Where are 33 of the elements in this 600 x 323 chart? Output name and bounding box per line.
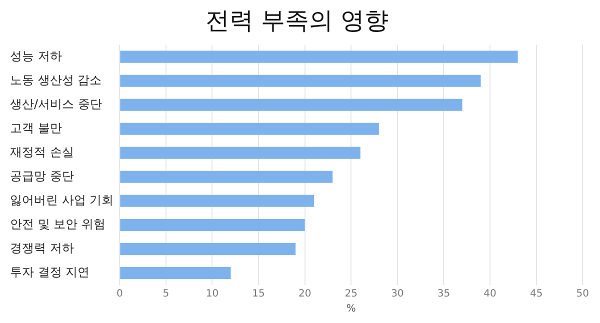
x-tick-label: 40 [484, 288, 496, 300]
y-tick-label: 고객 불만 [10, 120, 62, 135]
x-tick-label: 50 [576, 288, 590, 300]
chart-title: 전력 부족의 영향 [205, 6, 389, 35]
bar [120, 122, 379, 135]
x-tick-label: 45 [530, 288, 543, 300]
bar [120, 218, 305, 231]
y-tick-label: 잃어버린 사업 기회 [10, 193, 114, 208]
y-tick-label: 노동 생산성 감소 [10, 72, 102, 87]
y-tick-label: 투자 결정 지연 [10, 265, 90, 280]
bar [120, 98, 462, 111]
x-axis-title: % [346, 304, 356, 315]
x-tick-label: 35 [437, 288, 450, 300]
x-tick-label: 10 [206, 288, 219, 300]
bar [120, 266, 231, 279]
y-tick-label: 재정적 손실 [10, 145, 74, 160]
y-tick-label: 경쟁력 저하 [10, 241, 74, 256]
bar [120, 146, 360, 159]
x-tick-label: 0 [116, 288, 123, 300]
x-tick-label: 30 [391, 288, 404, 300]
y-tick-label: 생산/서비스 중단 [10, 96, 102, 111]
x-tick-label: 25 [344, 288, 358, 300]
bar [120, 242, 296, 255]
y-tick-label: 성능 저하 [10, 48, 62, 63]
x-tick-label: 15 [252, 288, 265, 300]
bar [120, 74, 481, 87]
x-tick-label: 5 [162, 288, 170, 300]
bar [120, 50, 518, 63]
y-tick-label: 공급망 중단 [10, 169, 74, 184]
bar [120, 194, 314, 207]
y-tick-label: 안전 및 보안 위험 [10, 217, 106, 232]
x-tick-label: 20 [298, 288, 312, 300]
bar [120, 170, 333, 183]
